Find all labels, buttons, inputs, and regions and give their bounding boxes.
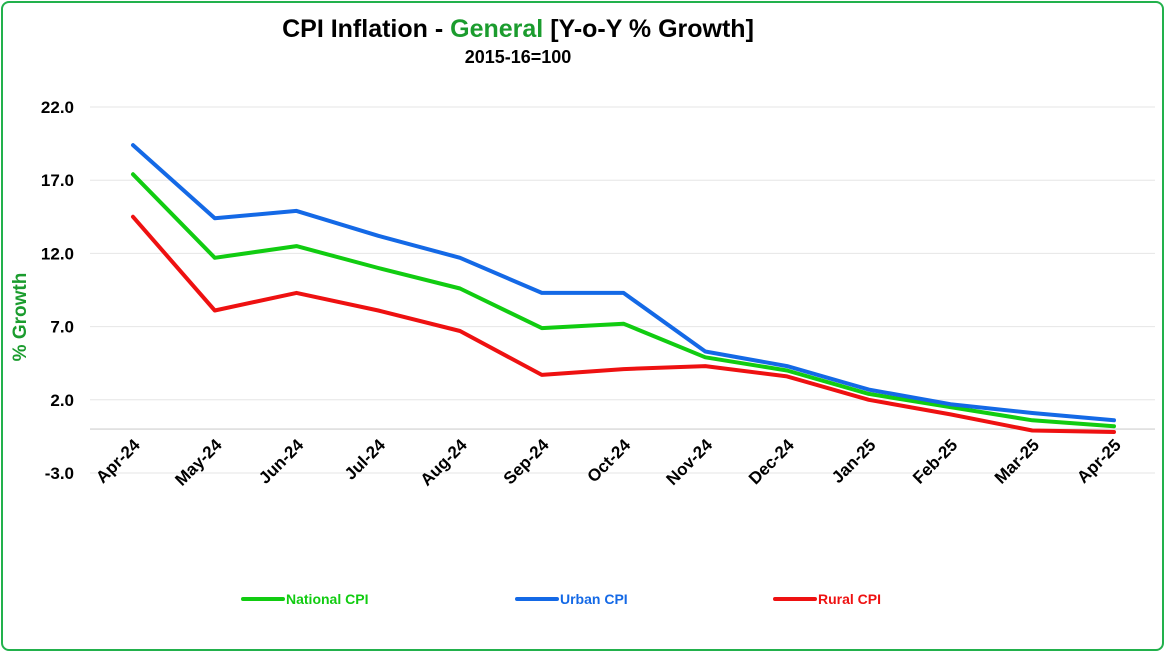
y-axis-label: % Growth <box>10 273 31 362</box>
y-tick-label: -3.0 <box>45 464 74 483</box>
legend-label: National CPI <box>286 591 368 607</box>
x-tick-label: Jul-24 <box>341 435 390 484</box>
series-line-urban-cpi <box>131 143 1116 423</box>
y-tick-label: 17.0 <box>41 171 74 190</box>
legend-label: Urban CPI <box>560 591 628 607</box>
x-tick-label: Jan-25 <box>828 435 880 487</box>
x-tick-label: Sep-24 <box>500 435 553 488</box>
chart-title: CPI Inflation - General [Y-o-Y % Growth] <box>282 15 754 43</box>
y-tick-label: 2.0 <box>50 391 74 410</box>
chart-title-highlight: General <box>450 15 543 43</box>
y-tick-label: 12.0 <box>41 244 74 263</box>
y-tick-label: 22.0 <box>41 98 74 117</box>
legend-label: Rural CPI <box>818 591 881 607</box>
y-ticks: 22.0 17.0 12.0 7.0 2.0 -3.0 <box>41 98 74 483</box>
grid-layer <box>90 106 1155 474</box>
x-tick-label: Jun-24 <box>255 435 308 488</box>
y-tick-label: 7.0 <box>50 318 74 337</box>
x-tick-label: Apr-24 <box>92 435 144 487</box>
legend: National CPI Urban CPI Rural CPI <box>241 591 881 607</box>
chart-title-suffix: [Y-o-Y % Growth] <box>543 15 754 43</box>
x-tick-label: Oct-24 <box>583 435 634 486</box>
x-tick-label: Mar-25 <box>991 435 1043 487</box>
series-line-national-cpi <box>131 172 1116 429</box>
x-tick-label: Apr-25 <box>1073 435 1125 487</box>
x-tick-label: Feb-25 <box>909 435 961 487</box>
chart-subtitle: 2015-16=100 <box>465 47 572 67</box>
x-tick-label: Aug-24 <box>417 435 472 490</box>
series-layer <box>131 143 1116 434</box>
x-ticks: Apr-24 May-24 Jun-24 Jul-24 Aug-24 Sep-24 Oct-… <box>92 435 1125 490</box>
chart-title-prefix: CPI Inflation - <box>282 15 450 43</box>
x-tick-label: Nov-24 <box>663 435 717 489</box>
x-tick-label: May-24 <box>171 435 226 490</box>
series-line-rural-cpi <box>131 214 1116 434</box>
x-tick-label: Dec-24 <box>745 435 798 488</box>
